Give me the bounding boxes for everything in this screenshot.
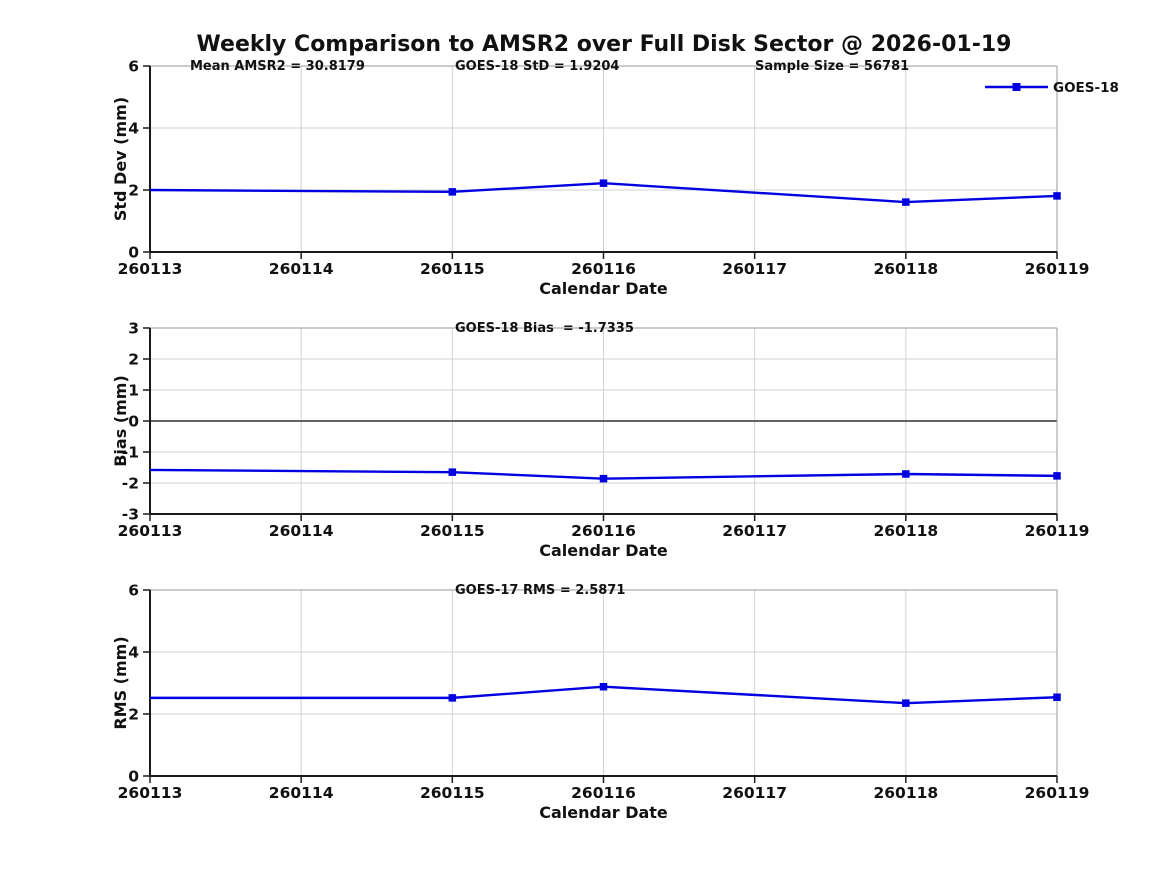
x-tick-label: 260116 — [571, 784, 636, 802]
data-point-marker — [448, 694, 457, 702]
x-tick-label: 260113 — [118, 522, 183, 540]
x-tick-label: 260119 — [1025, 260, 1090, 278]
subplot-2: 260113 260114 260115 260116 260117 260118 2601… — [111, 582, 1089, 823]
x-tick-label: 260117 — [722, 522, 787, 540]
figure-title: Weekly Comparison to AMSR2 over Full Dis… — [197, 32, 1012, 57]
data-point-marker — [599, 474, 608, 483]
x-tick-label: 260118 — [873, 522, 938, 540]
subplot-0: 260113 260114 260115 260116 260117 260118 2601… — [111, 58, 1119, 299]
y-tick-label: -1 — [122, 444, 139, 462]
y-tick-label: 6 — [128, 582, 139, 600]
x-tick-label: 260116 — [571, 260, 636, 278]
y-tick-label: 0 — [128, 413, 139, 431]
legend-label: GOES-18 — [1053, 80, 1119, 96]
data-point-marker — [1053, 693, 1061, 702]
data-point-marker — [448, 188, 457, 196]
y-tick-label: -2 — [122, 475, 139, 493]
legend: GOES-18 — [985, 80, 1119, 96]
data-point-marker — [1053, 472, 1061, 480]
annotation-text: GOES-18 Bias = -1.7335 — [455, 321, 634, 336]
data-point-marker — [599, 179, 608, 187]
legend-marker-sample — [1012, 83, 1021, 91]
x-tick-label: 260115 — [420, 784, 485, 802]
y-tick-label: 4 — [128, 644, 139, 662]
y-tick-label: 2 — [128, 182, 139, 200]
annotation-text: GOES-18 StD = 1.9204 — [455, 59, 619, 74]
data-point-marker — [448, 468, 457, 476]
x-tick-label: 260119 — [1025, 522, 1090, 540]
x-tick-label: 260113 — [118, 784, 183, 802]
x-tick-label: 260117 — [722, 260, 787, 278]
data-point-marker — [902, 198, 910, 206]
x-tick-label: 260114 — [269, 522, 334, 540]
y-tick-label: 1 — [128, 382, 139, 400]
data-point-marker — [902, 699, 910, 707]
y-tick-label: 3 — [128, 320, 139, 338]
x-tick-label: 260113 — [118, 260, 183, 278]
data-point-marker — [1053, 192, 1061, 200]
data-point-marker — [902, 470, 910, 478]
x-tick-label: 260115 — [420, 522, 485, 540]
annotation-text: Mean AMSR2 = 30.8179 — [190, 59, 365, 74]
x-tick-label: 260118 — [873, 784, 938, 802]
subplot-1: 260113 260114 260115 260116 260117 260118 2601… — [111, 320, 1089, 561]
y-axis-label: Std Dev (mm) — [111, 97, 130, 221]
y-tick-label: 2 — [128, 706, 139, 724]
x-axis-label: Calendar Date — [539, 803, 668, 822]
x-tick-label: 260118 — [873, 260, 938, 278]
x-tick-label: 260116 — [571, 522, 636, 540]
annotation-text: Sample Size = 56781 — [755, 59, 909, 74]
x-tick-label: 260114 — [269, 260, 334, 278]
x-axis-label: Calendar Date — [539, 541, 668, 560]
y-tick-label: -3 — [122, 506, 139, 524]
y-tick-label: 4 — [128, 120, 139, 138]
data-point-marker — [599, 682, 608, 691]
y-tick-label: 0 — [128, 244, 139, 262]
x-axis-label: Calendar Date — [539, 279, 668, 298]
y-tick-label: 0 — [128, 768, 139, 786]
x-tick-label: 260115 — [420, 260, 485, 278]
x-tick-label: 260119 — [1025, 784, 1090, 802]
y-axis-label: Bias (mm) — [111, 375, 130, 467]
y-tick-label: 6 — [128, 58, 139, 76]
y-tick-label: 2 — [128, 351, 139, 369]
x-tick-label: 260114 — [269, 784, 334, 802]
x-tick-label: 260117 — [722, 784, 787, 802]
annotation-text: GOES-17 RMS = 2.5871 — [455, 583, 625, 598]
y-axis-label: RMS (mm) — [111, 636, 130, 729]
